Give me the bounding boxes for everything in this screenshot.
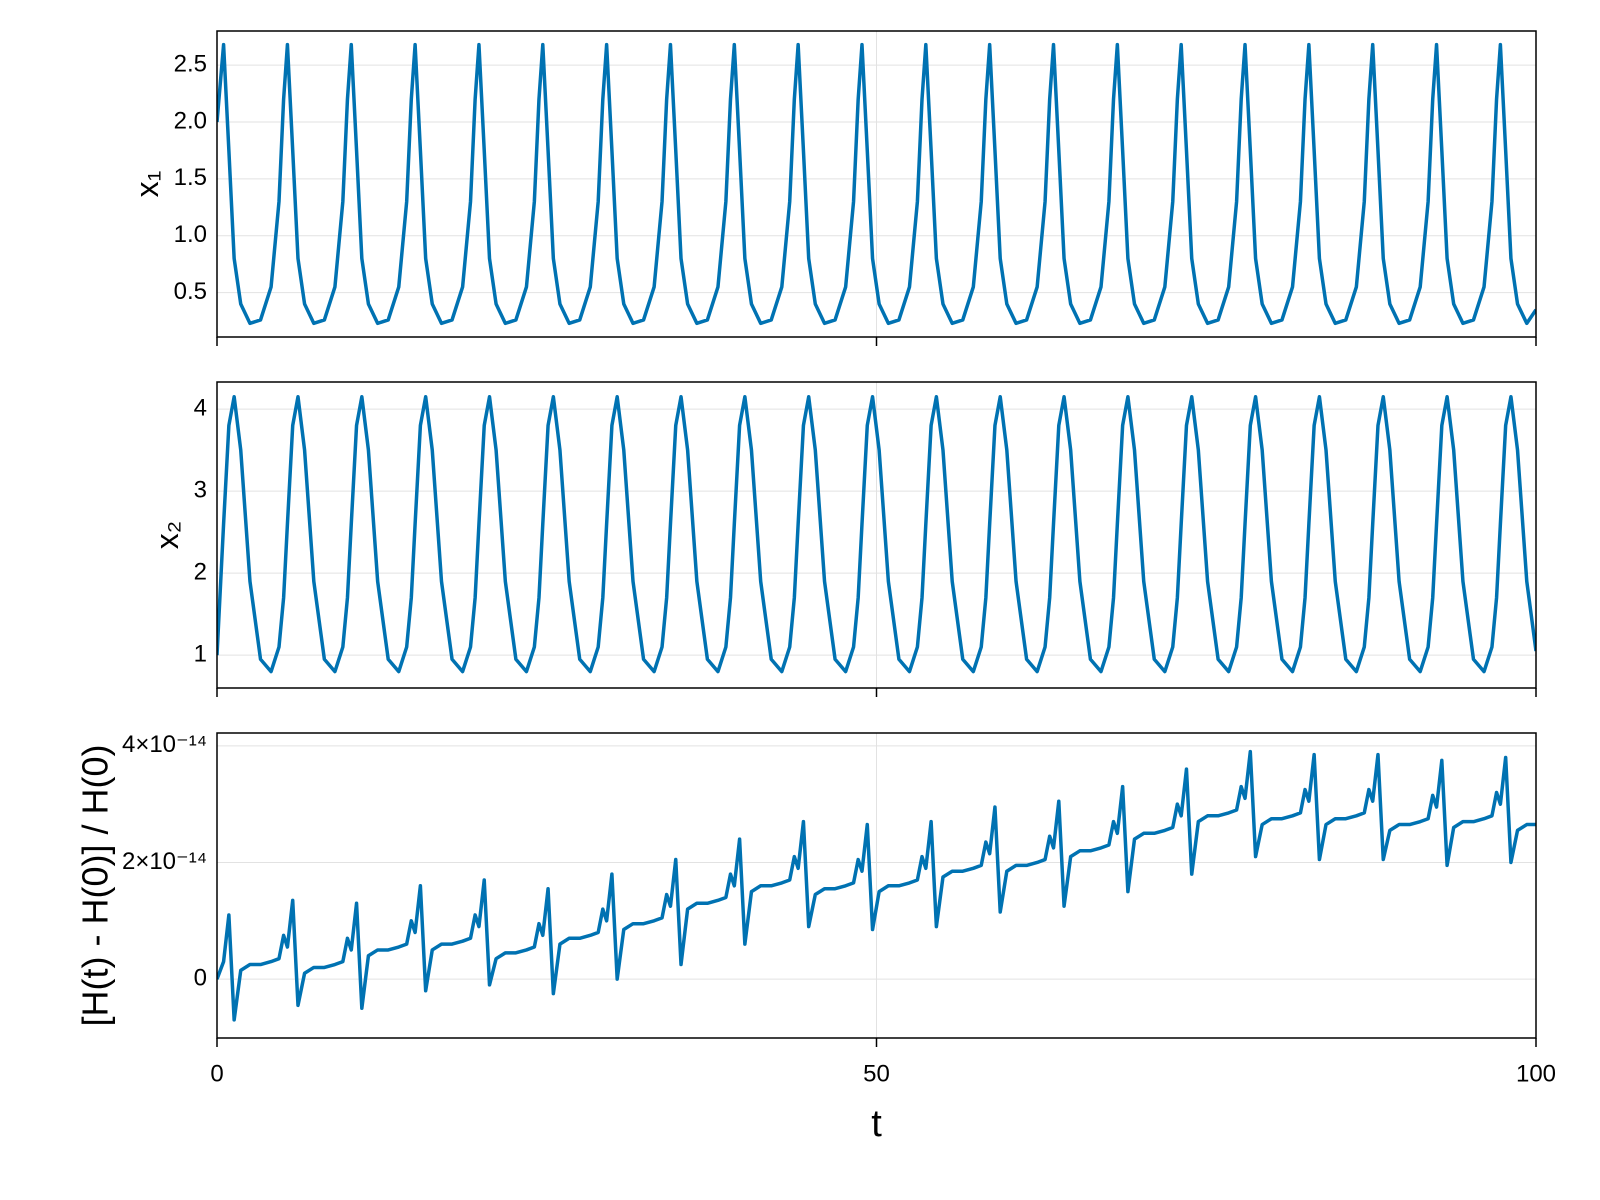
y-tick-label: 3 xyxy=(194,476,207,503)
y-tick-label: 1.0 xyxy=(174,221,207,248)
x-tick-label: 100 xyxy=(1516,1060,1556,1087)
plot-frame xyxy=(216,30,1537,338)
x-tick-label: 50 xyxy=(863,1060,890,1087)
y-tick-label: 2.5 xyxy=(174,50,207,77)
panel: 0 50 100 0 2×10⁻¹⁴ 4×10⁻¹⁴ [H(t) - H(0)] / H(0… xyxy=(74,731,1556,1145)
data-line xyxy=(217,42,1536,326)
y-axis-label: [H(t) - H(0)] / H(0) xyxy=(74,745,115,1027)
y-axis-label: x₁ xyxy=(129,171,165,198)
y-tick-label: 2.0 xyxy=(174,107,207,134)
y-tick-label: 1 xyxy=(194,641,207,668)
y-tick-label: 0.5 xyxy=(174,278,207,305)
plot-frame xyxy=(216,732,1537,1039)
panel: 0.5 1.0 1.5 2.0 2.5 x₁ xyxy=(129,30,1537,346)
x-tick-label: 0 xyxy=(210,1060,223,1087)
data-line xyxy=(217,749,1536,1022)
plot-frame xyxy=(216,381,1537,689)
x-axis-label: t xyxy=(871,1103,882,1145)
panel: 1 2 3 4 x₂ xyxy=(149,381,1537,697)
y-tick-label: 4 xyxy=(194,394,207,421)
y-tick-label: 2×10⁻¹⁴ xyxy=(122,848,207,875)
y-axis-label: x₂ xyxy=(149,521,185,549)
y-tick-label: 4×10⁻¹⁴ xyxy=(122,731,207,758)
y-tick-label: 1.5 xyxy=(174,164,207,191)
data-line xyxy=(217,395,1536,674)
y-tick-label: 2 xyxy=(194,558,207,585)
y-tick-label: 0 xyxy=(194,964,207,991)
